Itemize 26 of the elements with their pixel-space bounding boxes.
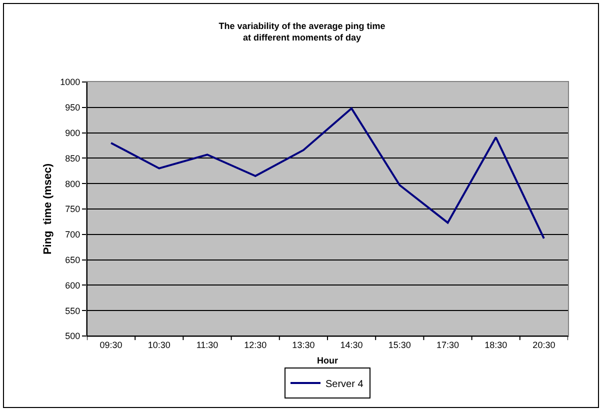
y-tick-label: 650 <box>65 254 80 265</box>
x-tick-label: 20:30 <box>532 340 556 350</box>
y-axis-title: Ping time (msec) <box>42 163 54 255</box>
y-tick-label: 850 <box>65 153 80 164</box>
legend-label: Server 4 <box>326 378 364 390</box>
y-tick-label: 550 <box>65 306 80 316</box>
x-tick-label: 09:30 <box>100 340 122 350</box>
x-tick-label: 10:30 <box>148 340 170 350</box>
x-tick-label: 11:30 <box>196 340 218 350</box>
x-tick-label: 17:30 <box>436 340 460 350</box>
line-series <box>110 107 545 240</box>
y-tick-label: 1000 <box>60 77 80 88</box>
x-tick-label: 14:30 <box>340 340 363 350</box>
x-tick-label: 13:30 <box>292 340 315 350</box>
y-tick-label: 950 <box>65 102 80 113</box>
y-tick-label: 900 <box>65 128 80 138</box>
x-tick-label: 15:30 <box>388 340 411 350</box>
x-tick-label: 12:30 <box>244 340 267 350</box>
y-tick-label: 800 <box>65 178 80 189</box>
y-tick-label: 600 <box>65 280 80 290</box>
y-tick-label: 500 <box>65 331 80 342</box>
y-tick-label: 700 <box>65 230 80 240</box>
x-axis-title: Hour <box>317 356 338 366</box>
y-tick-label: 750 <box>65 204 80 214</box>
x-tick-label: 18:30 <box>484 340 508 350</box>
chart-title: The variability of the average ping time at different moments of day <box>218 21 386 43</box>
